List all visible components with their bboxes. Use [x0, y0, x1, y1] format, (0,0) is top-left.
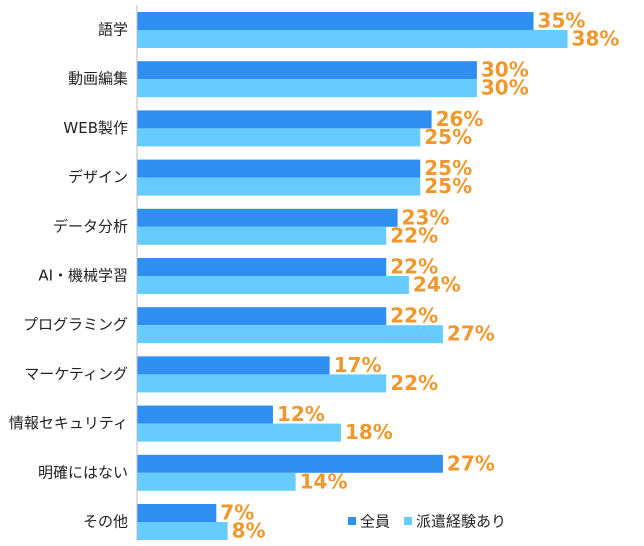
value-label: 30%	[481, 58, 529, 82]
value-label: 38%	[572, 27, 620, 51]
value-label: 35%	[538, 9, 586, 33]
bar	[137, 374, 387, 393]
legend-label: 全員	[360, 513, 390, 531]
category-label: データ分析	[53, 217, 128, 235]
value-label: 22%	[390, 223, 438, 247]
value-label: 23%	[402, 205, 450, 229]
category-label: デザイン	[68, 168, 128, 186]
value-label: 18%	[345, 420, 393, 444]
legend-swatch	[348, 517, 356, 525]
value-label: 14%	[300, 469, 348, 493]
value-label: 22%	[390, 371, 438, 395]
value-label: 27%	[447, 451, 495, 475]
bar	[137, 61, 477, 80]
value-label: 25%	[424, 174, 472, 198]
bar	[137, 504, 217, 522]
bar	[137, 454, 443, 473]
value-label: 27%	[447, 322, 495, 346]
bar	[137, 30, 568, 48]
bar	[137, 325, 443, 344]
bar	[137, 79, 477, 98]
bar	[137, 226, 387, 245]
value-label: 24%	[413, 273, 461, 297]
bar	[137, 276, 409, 294]
bar	[137, 177, 421, 196]
bar	[137, 12, 534, 30]
bar	[137, 423, 341, 442]
value-label: 12%	[277, 402, 325, 426]
bar	[137, 405, 273, 424]
category-label: マーケティング	[24, 365, 128, 383]
category-label: WEB製作	[63, 119, 128, 137]
value-label: 8%	[232, 519, 266, 543]
category-label: 動画編集	[68, 70, 128, 88]
category-label: 明確にはない	[38, 463, 128, 481]
bar	[137, 472, 296, 491]
value-label: 25%	[424, 125, 472, 149]
bar	[137, 356, 330, 375]
value-label: 25%	[424, 156, 472, 180]
value-label: 26%	[436, 107, 484, 131]
bar	[137, 258, 387, 276]
category-label: プログラミング	[23, 316, 128, 334]
bar	[137, 159, 421, 178]
category-label: 情報セキュリティ	[9, 414, 128, 432]
category-label: その他	[83, 513, 128, 531]
value-label: 7%	[220, 501, 254, 525]
bar	[137, 208, 398, 227]
value-label: 22%	[390, 255, 438, 279]
bar	[137, 522, 228, 540]
value-label: 17%	[334, 353, 382, 377]
legend-label: 派遣経験あり	[416, 513, 506, 531]
category-label: 語学	[98, 21, 128, 39]
bar	[137, 307, 387, 326]
bar	[137, 110, 432, 129]
value-label: 22%	[390, 304, 438, 328]
bar	[137, 128, 421, 147]
legend-swatch	[404, 517, 413, 525]
value-label: 30%	[481, 76, 529, 100]
category-label: AI・機械学習	[38, 267, 128, 285]
